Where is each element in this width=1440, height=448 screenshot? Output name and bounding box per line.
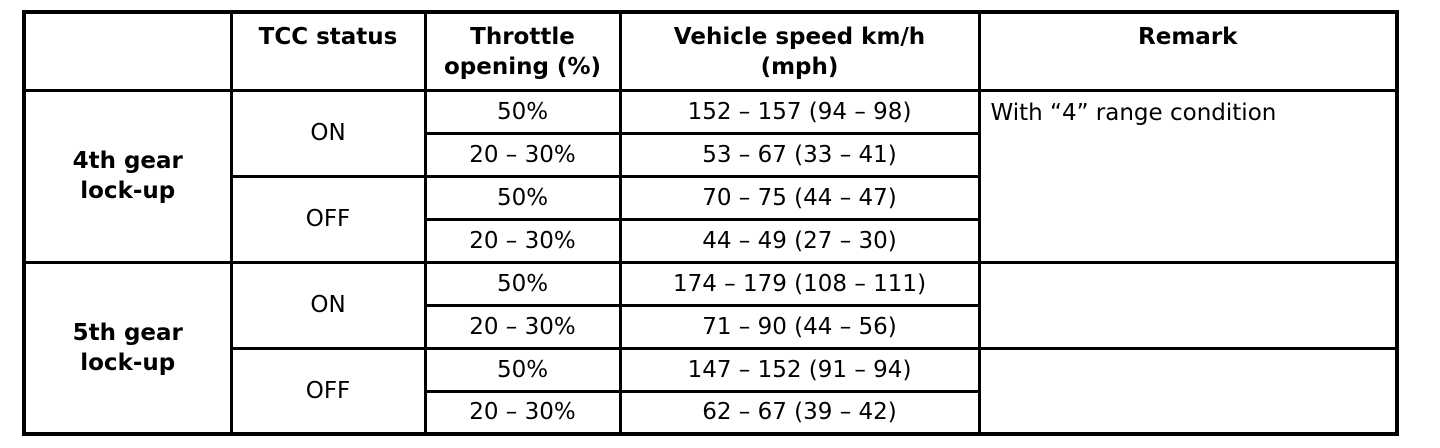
remark-cell-4th: With “4” range condition: [977, 88, 1399, 264]
throttle-cell: 50%: [423, 346, 622, 393]
speed-cell: 62 – 67 (39 – 42): [618, 389, 981, 436]
throttle-cell: 50%: [423, 174, 622, 221]
table-row: 20 – 30% 53 – 67 (33 – 41): [24, 131, 1397, 178]
speed-cell: 70 – 75 (44 – 47): [618, 174, 981, 221]
table-row: 4th gear lock-up ON 50% 152 – 157 (94 – …: [22, 88, 1399, 264]
table-row: 5th gear lock-up ON 50% 174 – 179 (108 –…: [22, 260, 1399, 436]
tcc-status-cell: OFF: [229, 174, 427, 264]
table-row: OFF 50% 147 – 152 (91 – 94): [24, 346, 1399, 436]
throttle-cell: 20 – 30%: [423, 217, 622, 264]
tcc-status-cell: ON: [229, 88, 427, 178]
header-remark: Remark: [977, 10, 1399, 92]
table-row: 20 – 30% 44 – 49 (27 – 30): [24, 217, 1397, 264]
tcc-status-cell: OFF: [229, 346, 427, 436]
throttle-cell: 20 – 30%: [423, 389, 622, 436]
gear-cell-4th: 4th gear lock-up: [22, 88, 233, 264]
speed-cell: 53 – 67 (33 – 41): [618, 131, 981, 178]
lockup-spec-table: TCC status Throttle opening (%) Vehicle …: [22, 10, 1399, 436]
throttle-cell: 50%: [423, 88, 622, 135]
remark-cell-5th-off: [977, 346, 1399, 436]
gear-cell-5th: 5th gear lock-up: [22, 260, 233, 436]
header-vehicle-speed: Vehicle speed km/h (mph): [618, 10, 981, 92]
header-row: TCC status Throttle opening (%) Vehicle …: [22, 10, 1399, 92]
table-row: OFF 50% 70 – 75 (44 – 47): [24, 174, 1397, 264]
table-row: 20 – 30% 71 – 90 (44 – 56): [24, 303, 1397, 350]
throttle-cell: 20 – 30%: [423, 303, 622, 350]
header-tcc-status: TCC status: [229, 10, 427, 92]
header-throttle-opening: Throttle opening (%): [423, 10, 622, 92]
throttle-cell: 50%: [423, 260, 622, 307]
speed-cell: 44 – 49 (27 – 30): [618, 217, 981, 264]
table-row: 20 – 30% 62 – 67 (39 – 42): [24, 389, 1397, 436]
header-blank-cell: [22, 10, 233, 92]
remark-cell-5th-on: [977, 260, 1399, 350]
speed-cell: 147 – 152 (91 – 94): [618, 346, 981, 393]
speed-cell: 152 – 157 (94 – 98): [618, 88, 981, 135]
throttle-cell: 20 – 30%: [423, 131, 622, 178]
tcc-status-cell: ON: [229, 260, 427, 350]
speed-cell: 174 – 179 (108 – 111): [618, 260, 981, 307]
speed-cell: 71 – 90 (44 – 56): [618, 303, 981, 350]
